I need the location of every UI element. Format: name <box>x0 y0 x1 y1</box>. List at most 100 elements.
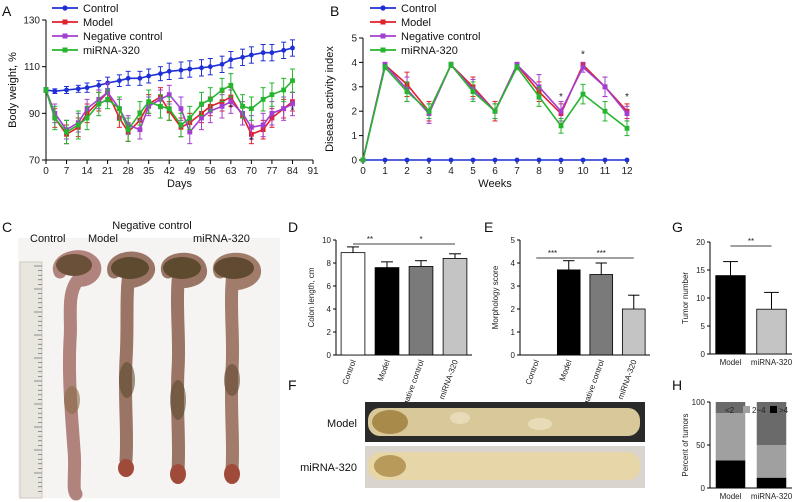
y-tick-label: 90 <box>29 109 41 120</box>
data-point <box>75 122 81 128</box>
y-tick-label: 10 <box>322 236 331 245</box>
y-tick-label: 0 <box>327 351 332 360</box>
data-point <box>187 66 193 72</box>
data-point <box>580 64 586 70</box>
significance-mark: * <box>625 92 629 103</box>
data-point <box>178 106 184 112</box>
data-point <box>207 64 213 70</box>
legend-label: >4 <box>779 406 789 415</box>
colon-photo-f: Model miRNA-320 <box>300 402 645 488</box>
x-tick-label: 8 <box>536 166 542 177</box>
significance-mark: * <box>291 105 295 116</box>
panel-label-a: A <box>2 3 12 19</box>
x-tick-label: 9 <box>558 166 564 177</box>
data-point <box>240 54 245 60</box>
data-point <box>602 84 608 90</box>
significance-mark: * <box>419 235 422 244</box>
data-point <box>281 106 287 112</box>
y-tick-label: 2 <box>511 305 516 314</box>
y-axis-label: Tumor number <box>681 272 690 325</box>
photo-f-label-mirna: miRNA-320 <box>300 462 357 474</box>
x-tick-label: 3 <box>426 166 432 177</box>
y-tick-label: 2 <box>351 107 357 118</box>
y-tick-label: 15 <box>696 266 705 275</box>
bar <box>589 274 614 356</box>
y-tick-label: 0 <box>351 156 357 167</box>
legend-swatch <box>743 406 750 413</box>
data-point <box>219 103 225 109</box>
data-point <box>178 122 184 128</box>
x-tick-label: 21 <box>102 166 114 177</box>
x-tick-label: 14 <box>82 166 94 177</box>
series-0 <box>360 157 630 163</box>
data-point <box>240 103 245 109</box>
ruler-ticks <box>34 265 42 492</box>
bar <box>621 308 646 356</box>
data-point <box>219 87 225 93</box>
data-point <box>137 127 143 133</box>
x-axis-label: Weeks <box>478 178 512 190</box>
y-tick-label: 3 <box>351 82 357 93</box>
x-tick-label: 70 <box>246 166 258 177</box>
data-point <box>290 78 295 84</box>
y-tick-label: 5 <box>351 34 357 45</box>
bar <box>442 257 468 356</box>
legend-label: Negative control <box>401 31 481 43</box>
data-point <box>228 99 234 105</box>
photo-model-colon <box>368 408 640 436</box>
data-point <box>382 64 388 70</box>
bar <box>556 269 581 356</box>
legend-label: miRNA-320 <box>83 45 140 57</box>
legend-marker <box>62 33 68 39</box>
bar <box>756 308 787 355</box>
bar <box>340 252 366 356</box>
bar-segment <box>715 413 746 461</box>
data-point <box>536 94 542 99</box>
x-tick-label: 42 <box>164 166 176 177</box>
data-point <box>290 101 295 107</box>
bar-segment <box>756 477 787 488</box>
photo-label-mirna: miRNA-320 <box>193 233 250 245</box>
y-tick-label: 4 <box>351 58 357 69</box>
significance-mark: * <box>229 103 233 114</box>
data-point <box>248 106 254 112</box>
data-point <box>158 71 163 77</box>
data-point <box>448 157 454 163</box>
data-point <box>137 75 143 81</box>
data-point <box>248 52 254 58</box>
data-point <box>602 157 608 163</box>
data-point <box>125 127 131 133</box>
data-point <box>96 101 102 107</box>
bar-segment <box>715 460 746 488</box>
legend-label: Negative control <box>83 31 163 43</box>
x-tick-label: 56 <box>205 166 217 177</box>
legend-label: Control <box>401 3 436 15</box>
x-tick-label: 11 <box>600 166 611 177</box>
legend-swatch <box>770 406 777 413</box>
legend-label: miRNA-320 <box>401 45 458 57</box>
x-tick-label: 6 <box>492 166 498 177</box>
y-tick-label: 0 <box>701 484 706 493</box>
data-point <box>219 61 225 67</box>
x-tick-label: Control <box>524 358 541 386</box>
panel-label-b: B <box>330 3 339 19</box>
panel-label-e: E <box>484 219 493 235</box>
colon-negative-control <box>160 252 207 484</box>
legend-marker <box>380 33 386 39</box>
data-point <box>260 50 266 56</box>
x-tick-label: 12 <box>621 166 633 177</box>
data-point <box>514 157 520 163</box>
x-tick-label: 28 <box>123 166 135 177</box>
y-tick-label: 10 <box>696 294 705 303</box>
data-point <box>207 96 213 102</box>
y-tick-label: 3 <box>511 282 516 291</box>
data-point <box>158 103 163 109</box>
data-point <box>75 86 81 92</box>
bar <box>715 275 746 355</box>
panel-label-f: F <box>288 377 297 393</box>
series-3 <box>43 68 295 145</box>
y-tick-label: 130 <box>23 16 40 27</box>
photo-label-control: Control <box>30 233 65 245</box>
